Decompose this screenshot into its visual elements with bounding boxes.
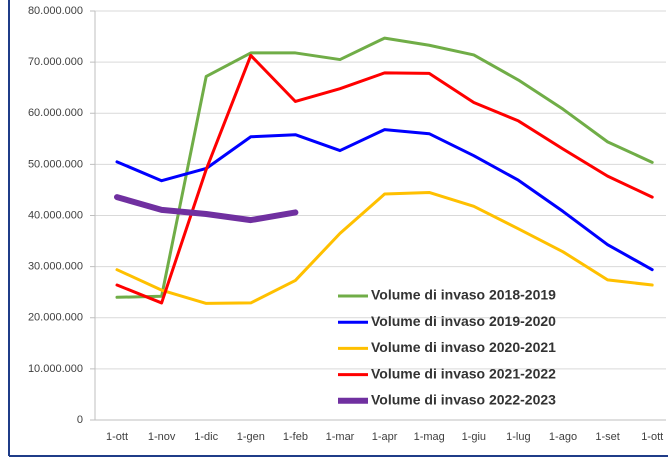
x-tick-label: 1-nov	[148, 431, 176, 443]
legend-label: Volume di invaso 2022-2023	[371, 392, 556, 408]
y-tick-label: 40.000.000	[28, 209, 83, 221]
series-line	[115, 36, 654, 299]
x-tick-label: 1-ott	[106, 431, 128, 443]
x-tick-label: 1-gen	[237, 431, 265, 443]
y-tick-label: 0	[77, 414, 83, 426]
y-tick-label: 50.000.000	[28, 158, 83, 170]
x-tick-label: 1-mar	[326, 431, 355, 443]
x-tick-label: 1-set	[595, 431, 619, 443]
x-tick-label: 1-giu	[462, 431, 486, 443]
legend-label: Volume di invaso 2018-2019	[371, 287, 556, 303]
y-tick-label: 70.000.000	[28, 56, 83, 68]
x-tick-label: 1-feb	[283, 431, 308, 443]
series-line	[115, 53, 654, 305]
x-tick-label: 1-apr	[372, 431, 398, 443]
x-tick-label: 1-ott	[641, 431, 663, 443]
legend-label: Volume di invaso 2020-2021	[371, 339, 556, 355]
x-tick-label: 1-dic	[194, 431, 218, 443]
y-tick-label: 10.000.000	[28, 363, 83, 375]
y-tick-label: 30.000.000	[28, 261, 83, 273]
x-tick-label: 1-ago	[549, 431, 577, 443]
legend-label: Volume di invaso 2021-2022	[371, 365, 556, 381]
series-line	[114, 194, 299, 224]
x-tick-label: 1-mag	[414, 431, 445, 443]
y-tick-label: 80.000.000	[28, 5, 83, 17]
series-line	[115, 190, 654, 305]
y-tick-label: 60.000.000	[28, 107, 83, 119]
legend-label: Volume di invaso 2019-2020	[371, 313, 556, 329]
y-tick-label: 20.000.000	[28, 312, 83, 324]
x-tick-label: 1-lug	[506, 431, 530, 443]
